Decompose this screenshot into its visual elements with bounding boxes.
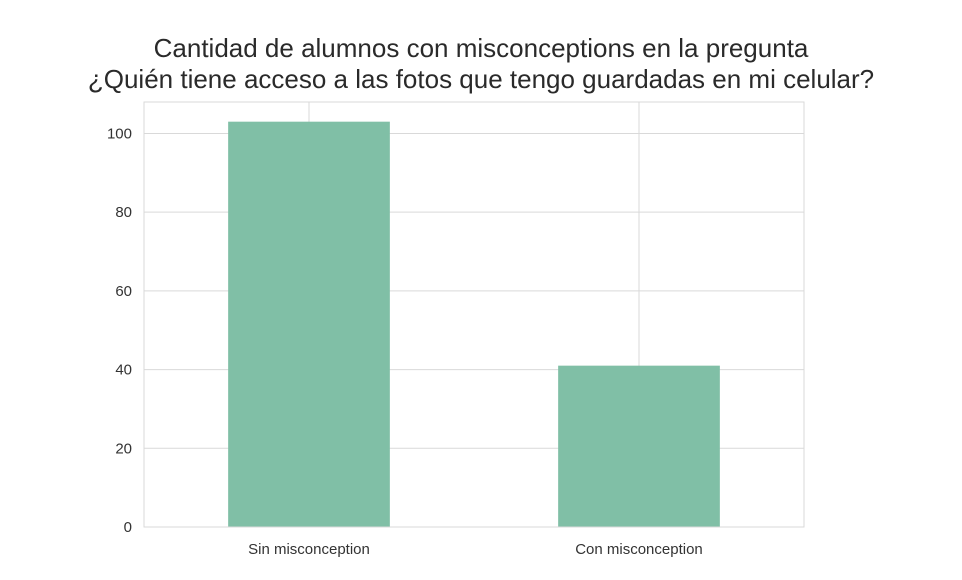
y-tick-label: 20 bbox=[115, 440, 132, 457]
plot-frame bbox=[143, 101, 805, 528]
y-tick-label: 80 bbox=[115, 204, 132, 221]
y-tick-label: 0 bbox=[124, 519, 132, 536]
chart-title-line-1: Cantidad de alumnos con misconceptions e… bbox=[153, 33, 809, 63]
chart-title-line-2: ¿Quién tiene acceso a las fotos que teng… bbox=[87, 64, 875, 94]
x-tick-label: Sin misconception bbox=[248, 541, 370, 558]
bar bbox=[228, 121, 390, 527]
bar bbox=[558, 365, 720, 527]
y-tick-label: 40 bbox=[115, 362, 132, 379]
y-tick-label: 100 bbox=[107, 125, 132, 142]
x-tick-label: Con misconception bbox=[575, 541, 703, 558]
y-tick-label: 60 bbox=[115, 283, 132, 300]
